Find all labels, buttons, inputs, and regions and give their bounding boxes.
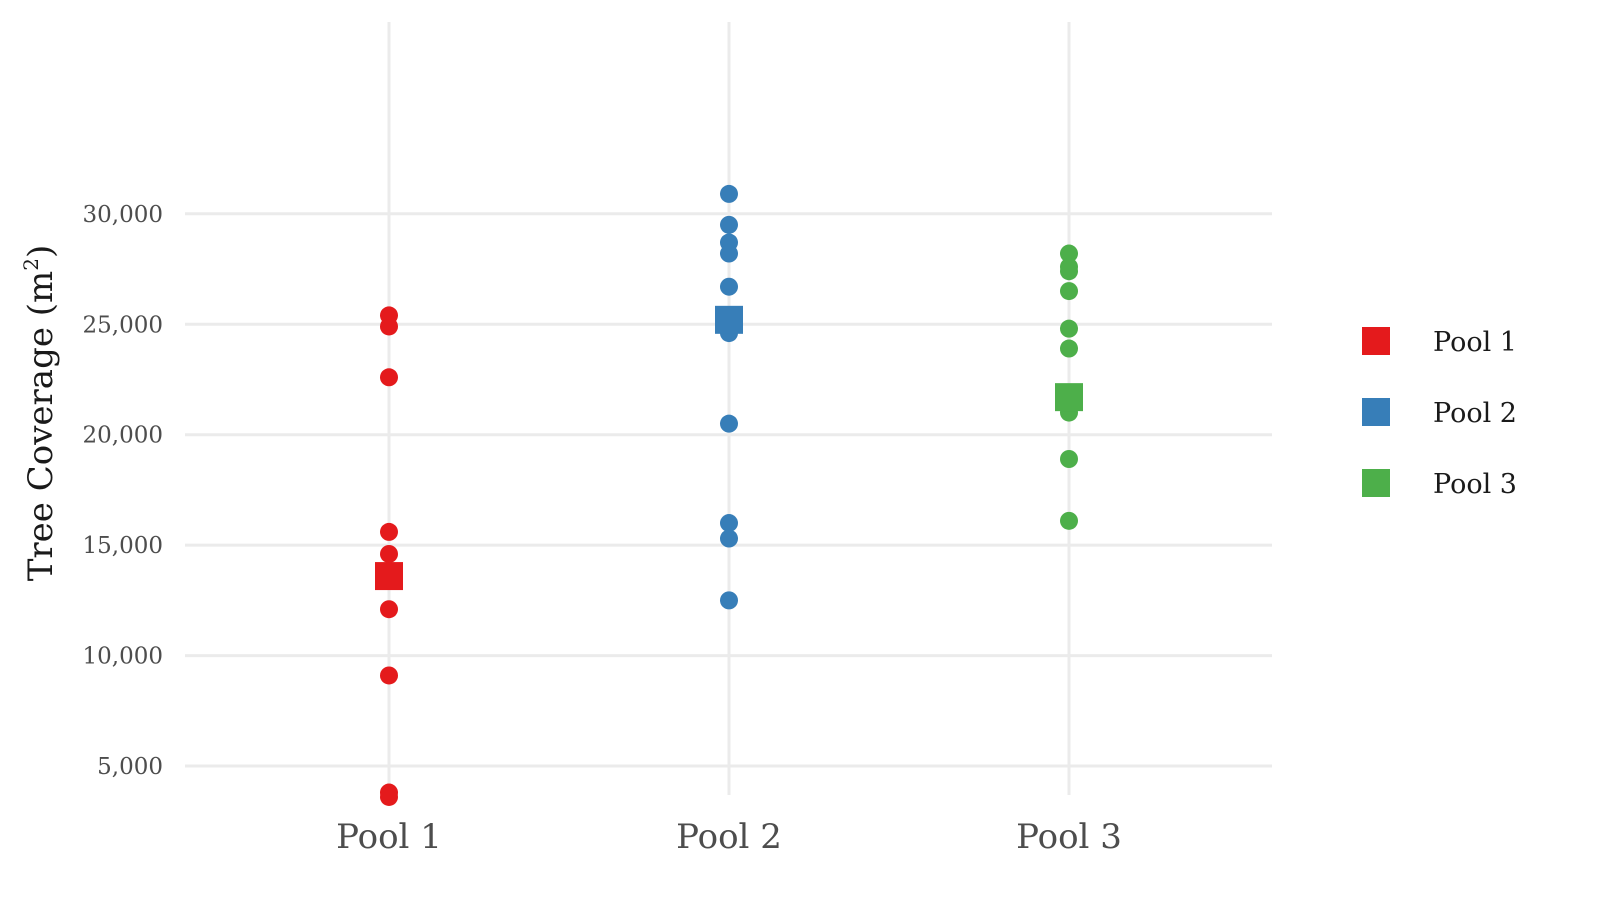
data-point <box>380 368 398 387</box>
legend-item: Pool 2 <box>1362 398 1517 429</box>
data-point <box>380 317 398 336</box>
y-tick-label: 5,000 <box>97 754 163 780</box>
y-tick-label: 30,000 <box>83 202 163 228</box>
data-point <box>1060 339 1078 358</box>
x-axis-ticks: Pool 1 Pool 2 Pool 3 <box>336 817 1122 857</box>
mean-marker <box>1055 383 1083 412</box>
data-point <box>720 215 738 234</box>
y-axis-title: Tree Coverage (m2) <box>19 245 61 582</box>
mean-marker <box>375 562 403 591</box>
data-point <box>380 522 398 541</box>
y-tick-label: 15,000 <box>83 533 163 559</box>
x-tick-label: Pool 3 <box>1016 817 1122 857</box>
mean-marker <box>715 305 743 334</box>
legend-swatch <box>1362 469 1390 497</box>
data-point <box>380 544 398 563</box>
legend-item: Pool 1 <box>1362 327 1517 358</box>
x-tick-label: Pool 1 <box>336 817 442 857</box>
x-tick-label: Pool 2 <box>676 817 782 857</box>
data-point <box>720 414 738 433</box>
grid-lines <box>185 22 1272 795</box>
mean-markers <box>375 305 1083 591</box>
y-tick-label: 10,000 <box>83 644 163 670</box>
y-axis-title-close: ) <box>21 245 61 258</box>
legend-label: Pool 3 <box>1433 469 1517 500</box>
data-point <box>380 787 398 806</box>
legend: Pool 1 Pool 2 Pool 3 <box>1362 327 1517 500</box>
data-point <box>380 666 398 685</box>
y-tick-label: 20,000 <box>83 423 163 449</box>
data-point <box>720 184 738 203</box>
y-tick-label: 25,000 <box>83 312 163 338</box>
legend-swatch <box>1362 398 1390 426</box>
data-point <box>720 591 738 610</box>
y-axis-title-superscript: 2 <box>19 258 43 271</box>
legend-item: Pool 3 <box>1362 469 1517 500</box>
legend-label: Pool 1 <box>1433 327 1517 358</box>
legend-label: Pool 2 <box>1433 398 1517 429</box>
data-point <box>1060 282 1078 301</box>
data-point <box>720 244 738 263</box>
data-point <box>720 529 738 548</box>
data-point <box>1060 511 1078 530</box>
data-point <box>1060 319 1078 338</box>
y-axis-title-main: Tree Coverage (m <box>21 271 61 582</box>
legend-swatch <box>1362 327 1390 355</box>
data-point <box>720 514 738 533</box>
data-point <box>1060 262 1078 281</box>
data-point <box>1060 449 1078 468</box>
data-point <box>1060 244 1078 263</box>
data-points <box>380 184 1078 806</box>
data-point <box>380 600 398 619</box>
data-point <box>720 277 738 296</box>
y-axis-ticks: 5,000 10,000 15,000 20,000 25,000 30,000 <box>83 202 163 780</box>
